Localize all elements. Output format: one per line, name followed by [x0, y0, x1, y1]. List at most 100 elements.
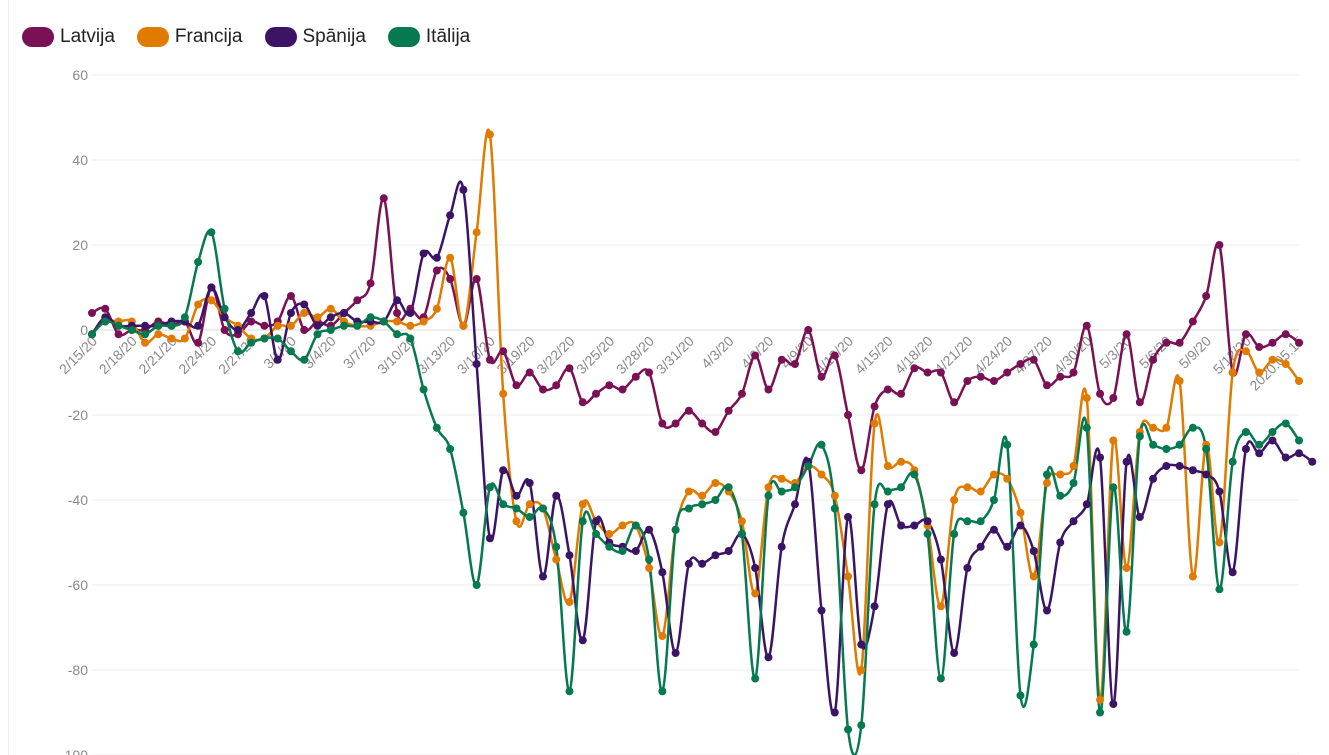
data-point-spanija[interactable]	[538, 572, 547, 581]
data-point-francija[interactable]	[684, 487, 693, 496]
data-point-francija[interactable]	[844, 572, 853, 581]
data-point-spanija[interactable]	[658, 568, 667, 577]
data-point-francija[interactable]	[1042, 479, 1051, 487]
data-point-francija[interactable]	[154, 330, 163, 339]
data-point-spanija[interactable]	[247, 309, 256, 317]
data-point-francija[interactable]	[326, 304, 335, 313]
data-point-italija[interactable]	[1215, 585, 1224, 594]
data-point-spanija[interactable]	[592, 517, 601, 526]
data-point-francija[interactable]	[1255, 368, 1264, 377]
data-point-francija[interactable]	[552, 555, 561, 564]
data-point-italija[interactable]	[1268, 428, 1277, 436]
data-point-spanija[interactable]	[459, 185, 468, 194]
data-point-spanija[interactable]	[220, 313, 229, 322]
data-point-italija[interactable]	[88, 330, 96, 339]
data-point-spanija[interactable]	[273, 355, 282, 364]
data-point-spanija[interactable]	[1228, 568, 1237, 577]
data-point-spanija[interactable]	[233, 326, 242, 334]
data-point-italija[interactable]	[1162, 445, 1171, 453]
data-point-latvija[interactable]	[923, 368, 932, 377]
data-point-spanija[interactable]	[830, 708, 839, 717]
data-point-latvija[interactable]	[366, 279, 375, 288]
data-point-italija[interactable]	[950, 530, 959, 538]
data-point-latvija[interactable]	[830, 351, 839, 360]
data-point-italija[interactable]	[1016, 691, 1025, 700]
data-point-spanija[interactable]	[790, 500, 799, 509]
data-point-latvija[interactable]	[950, 398, 959, 407]
data-point-francija[interactable]	[936, 602, 945, 611]
data-point-spanija[interactable]	[194, 321, 203, 330]
data-point-italija[interactable]	[883, 487, 892, 496]
data-point-francija[interactable]	[485, 130, 494, 139]
data-point-latvija[interactable]	[870, 402, 879, 411]
data-point-italija[interactable]	[724, 483, 733, 492]
data-point-italija[interactable]	[923, 530, 932, 538]
data-point-francija[interactable]	[1162, 423, 1171, 432]
data-point-latvija[interactable]	[1241, 330, 1250, 339]
data-point-spanija[interactable]	[1109, 700, 1118, 708]
data-point-spanija[interactable]	[393, 296, 402, 305]
data-point-spanija[interactable]	[1122, 457, 1131, 466]
data-point-italija[interactable]	[340, 321, 349, 330]
data-point-francija[interactable]	[1188, 572, 1197, 581]
data-point-italija[interactable]	[127, 326, 136, 334]
data-point-italija[interactable]	[207, 228, 216, 237]
data-point-spanija[interactable]	[751, 564, 760, 572]
data-point-spanija[interactable]	[1016, 521, 1025, 530]
data-point-latvija[interactable]	[538, 385, 547, 394]
data-point-spanija[interactable]	[1175, 462, 1184, 470]
data-point-latvija[interactable]	[1056, 372, 1065, 381]
data-point-spanija[interactable]	[844, 513, 853, 521]
data-point-spanija[interactable]	[432, 253, 441, 262]
data-point-spanija[interactable]	[1202, 470, 1211, 479]
data-point-francija[interactable]	[1149, 423, 1158, 432]
data-point-spanija[interactable]	[645, 525, 654, 534]
data-point-latvija[interactable]	[1175, 338, 1184, 347]
data-point-italija[interactable]	[989, 496, 998, 504]
data-point-spanija[interactable]	[578, 636, 587, 645]
data-point-italija[interactable]	[300, 355, 309, 364]
data-point-spanija[interactable]	[963, 564, 972, 572]
data-point-spanija[interactable]	[1003, 542, 1012, 551]
data-point-italija[interactable]	[393, 330, 402, 339]
data-point-francija[interactable]	[194, 300, 203, 309]
data-point-francija[interactable]	[207, 296, 216, 305]
data-point-francija[interactable]	[565, 598, 574, 606]
data-point-italija[interactable]	[857, 721, 866, 730]
data-point-latvija[interactable]	[724, 406, 733, 415]
data-point-francija[interactable]	[499, 389, 508, 398]
data-point-latvija[interactable]	[379, 194, 388, 203]
data-point-francija[interactable]	[698, 491, 707, 500]
data-point-latvija[interactable]	[1122, 330, 1131, 339]
data-point-francija[interactable]	[512, 517, 521, 526]
data-point-latvija[interactable]	[592, 389, 601, 398]
data-point-italija[interactable]	[790, 483, 799, 492]
data-point-latvija[interactable]	[499, 347, 508, 356]
data-point-italija[interactable]	[565, 687, 574, 696]
data-point-latvija[interactable]	[1295, 338, 1303, 347]
data-point-francija[interactable]	[300, 309, 309, 317]
data-point-spanija[interactable]	[485, 534, 494, 543]
data-point-spanija[interactable]	[419, 249, 428, 258]
data-point-spanija[interactable]	[1188, 466, 1197, 475]
data-point-italija[interactable]	[114, 321, 123, 330]
data-point-latvija[interactable]	[1003, 368, 1012, 377]
data-point-italija[interactable]	[1056, 491, 1065, 500]
data-point-spanija[interactable]	[1308, 457, 1317, 466]
data-point-spanija[interactable]	[989, 525, 998, 534]
data-point-francija[interactable]	[897, 457, 906, 466]
data-point-francija[interactable]	[645, 564, 654, 572]
data-point-francija[interactable]	[777, 474, 786, 483]
data-point-spanija[interactable]	[300, 300, 309, 309]
data-point-latvija[interactable]	[936, 368, 945, 377]
data-point-italija[interactable]	[592, 530, 601, 538]
data-point-francija[interactable]	[525, 500, 534, 509]
data-point-spanija[interactable]	[857, 640, 866, 649]
data-point-spanija[interactable]	[684, 559, 693, 568]
data-point-spanija[interactable]	[764, 653, 773, 662]
data-point-italija[interactable]	[1295, 436, 1303, 445]
data-point-italija[interactable]	[101, 317, 110, 326]
data-point-latvija[interactable]	[910, 364, 919, 373]
data-point-latvija[interactable]	[976, 372, 985, 381]
data-point-italija[interactable]	[910, 470, 919, 479]
